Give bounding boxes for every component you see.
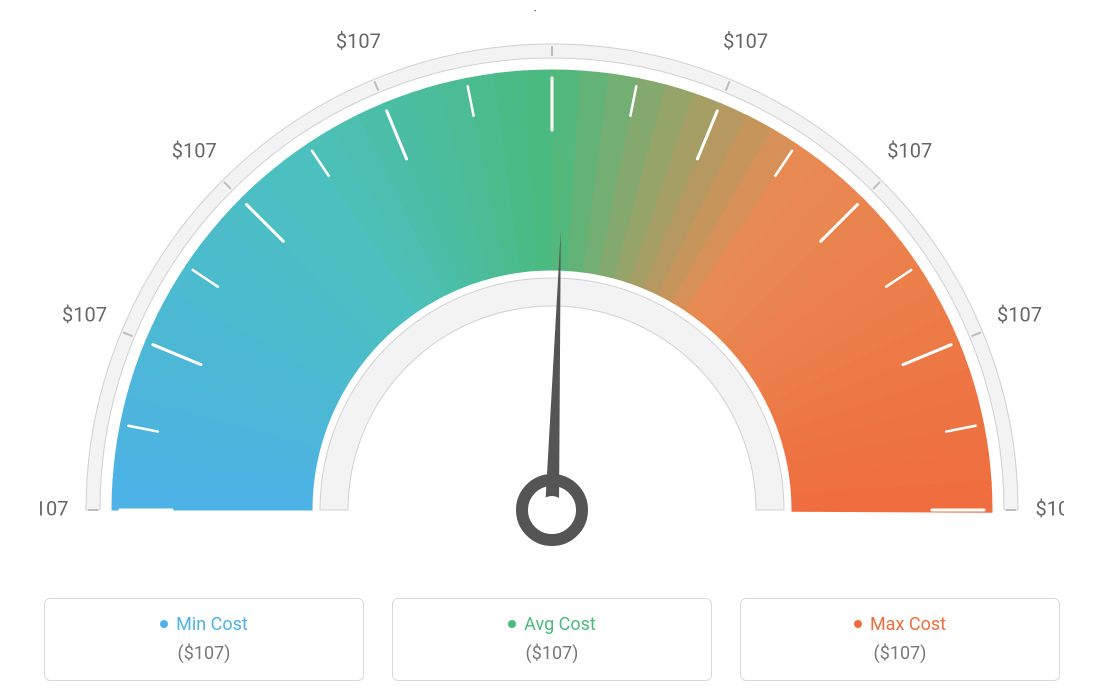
legend-row: Min Cost ($107) Avg Cost ($107) Max Cost… xyxy=(40,598,1064,681)
legend-value-avg: ($107) xyxy=(411,643,693,664)
legend-dot-avg xyxy=(508,620,516,628)
legend-card-min: Min Cost ($107) xyxy=(44,598,364,681)
gauge-tick-label: $107 xyxy=(40,496,68,520)
gauge-tick-label: $107 xyxy=(172,138,217,162)
gauge-tick-label: $107 xyxy=(530,10,575,14)
legend-card-avg: Avg Cost ($107) xyxy=(392,598,712,681)
gauge-tick-label: $107 xyxy=(723,29,768,53)
gauge-tick-label: $107 xyxy=(1036,496,1064,520)
gauge-svg: $107 $107 $107 $107 $107 $107 $107 $107 $107 xyxy=(40,10,1064,570)
legend-value-min: ($107) xyxy=(63,643,345,664)
legend-dot-max xyxy=(854,620,862,628)
legend-label-max: Max Cost xyxy=(870,614,946,635)
legend-card-max: Max Cost ($107) xyxy=(740,598,1060,681)
gauge-tick-label: $107 xyxy=(997,303,1042,327)
legend-title-max: Max Cost xyxy=(854,614,946,635)
gauge-tick-label: $107 xyxy=(62,303,107,327)
legend-label-avg: Avg Cost xyxy=(524,614,596,635)
legend-title-min: Min Cost xyxy=(160,614,248,635)
gauge-tick-label: $107 xyxy=(887,138,932,162)
legend-value-max: ($107) xyxy=(759,643,1041,664)
legend-dot-min xyxy=(160,620,168,628)
gauge-tick-label: $107 xyxy=(336,29,381,53)
gauge-chart: $107 $107 $107 $107 $107 $107 $107 $107 $107 xyxy=(40,10,1064,570)
legend-title-avg: Avg Cost xyxy=(508,614,596,635)
legend-label-min: Min Cost xyxy=(176,614,248,635)
